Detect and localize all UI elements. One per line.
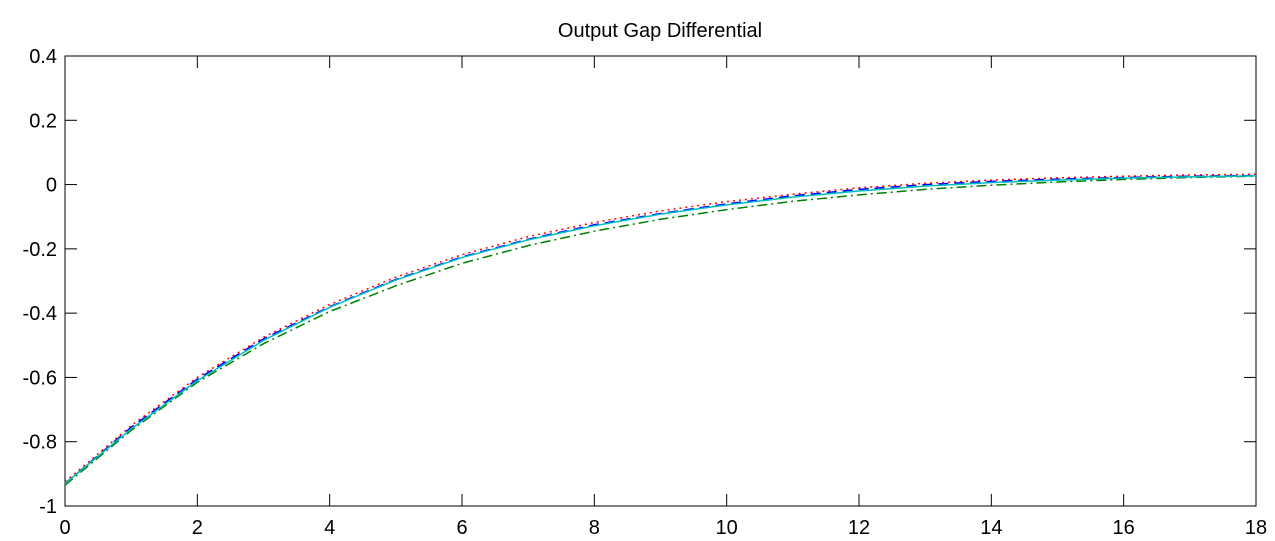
y-tick-label: -0.6 [23, 367, 57, 389]
series-line-1 [64, 174, 1257, 485]
x-tick-label: 6 [456, 517, 467, 539]
series-line-4 [64, 175, 1257, 485]
y-tick-label: 0 [46, 175, 57, 197]
x-tick-label: 4 [324, 517, 335, 539]
x-tick-label: 12 [848, 517, 870, 539]
y-axis: -1 -0.8 -0.6 -0.4 -0.2 0 0.2 0.4 [23, 46, 1256, 518]
y-tick-label: -0.2 [23, 239, 57, 261]
series-line-2 [64, 175, 1257, 486]
x-tick-label: 18 [1245, 517, 1267, 539]
y-tick-label: 0.2 [29, 110, 57, 132]
series-line-3 [64, 173, 1257, 483]
x-axis: 0 2 4 6 8 10 12 14 16 18 [59, 56, 1267, 539]
x-tick-label: 14 [980, 517, 1002, 539]
y-tick-label: -0.8 [23, 432, 57, 454]
x-tick-label: 0 [59, 517, 70, 539]
series-lines [64, 173, 1257, 486]
y-tick-label: -0.4 [23, 303, 57, 325]
x-tick-label: 16 [1113, 517, 1135, 539]
y-tick-label: -1 [39, 496, 57, 518]
x-tick-label: 10 [716, 517, 738, 539]
x-tick-label: 2 [192, 517, 203, 539]
chart-title: Output Gap Differential [558, 20, 762, 42]
y-tick-label: 0.4 [29, 46, 57, 68]
x-tick-label: 8 [589, 517, 600, 539]
plot-area [64, 55, 1257, 507]
